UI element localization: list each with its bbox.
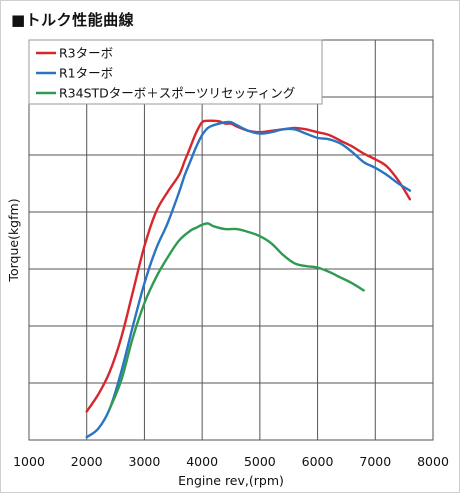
series-lines xyxy=(85,119,412,439)
x-tick-label: 2000 xyxy=(71,454,103,469)
legend-label-3: R34STDターボ＋スポーツリセッティング xyxy=(59,86,295,101)
x-tick-label: 5000 xyxy=(244,454,276,469)
x-tick-labels: 1000 2000 3000 4000 5000 6000 7000 8000 xyxy=(13,454,449,469)
legend-label-1: R3ターボ xyxy=(59,46,113,61)
legend: R3ターボ R1ターボ R34STDターボ＋スポーツリセッティング xyxy=(28,39,323,105)
x-tick-label: 7000 xyxy=(359,454,391,469)
legend-label-2: R1ターボ xyxy=(59,66,113,81)
x-axis-label: Engine rev,(rpm) xyxy=(178,473,284,488)
x-tick-label: 8000 xyxy=(417,454,449,469)
series-line-3 xyxy=(108,222,365,410)
series-line-1 xyxy=(85,119,412,413)
series-line-2 xyxy=(85,120,412,439)
chart-title: ■トルク性能曲線 xyxy=(11,11,135,29)
legend-box xyxy=(28,39,323,105)
x-tick-label: 6000 xyxy=(302,454,334,469)
plot-area xyxy=(28,39,434,441)
x-tick-label: 4000 xyxy=(186,454,218,469)
x-tick-label: 1000 xyxy=(13,454,45,469)
x-tick-label: 3000 xyxy=(129,454,161,469)
y-axis-label: Torque(kgfm) xyxy=(6,198,21,282)
